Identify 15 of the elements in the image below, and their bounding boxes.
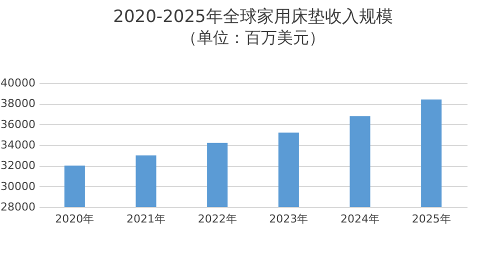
chart-subtitle: （单位：百万美元）: [181, 28, 325, 47]
x-tick-label: 2024年: [340, 212, 380, 226]
x-tick-label: 2021年: [126, 212, 166, 226]
y-tick-label: 36000: [0, 118, 36, 131]
y-tick-label: 30000: [0, 180, 36, 193]
x-tick-label: 2022年: [198, 212, 237, 226]
y-tick-label: 38000: [0, 97, 36, 110]
y-tick-label: 28000: [0, 200, 36, 214]
y-tick-label: 40000: [0, 76, 36, 90]
x-tick-label: 2023年: [269, 212, 308, 226]
chart-title: 2020-2025年全球家用床垫收入规模: [113, 7, 393, 27]
y-tick-label: 32000: [0, 159, 36, 172]
x-tick-label: 2025年: [412, 212, 451, 226]
x-tick-label: 2020年: [55, 212, 94, 226]
y-tick-label: 34000: [0, 138, 36, 152]
